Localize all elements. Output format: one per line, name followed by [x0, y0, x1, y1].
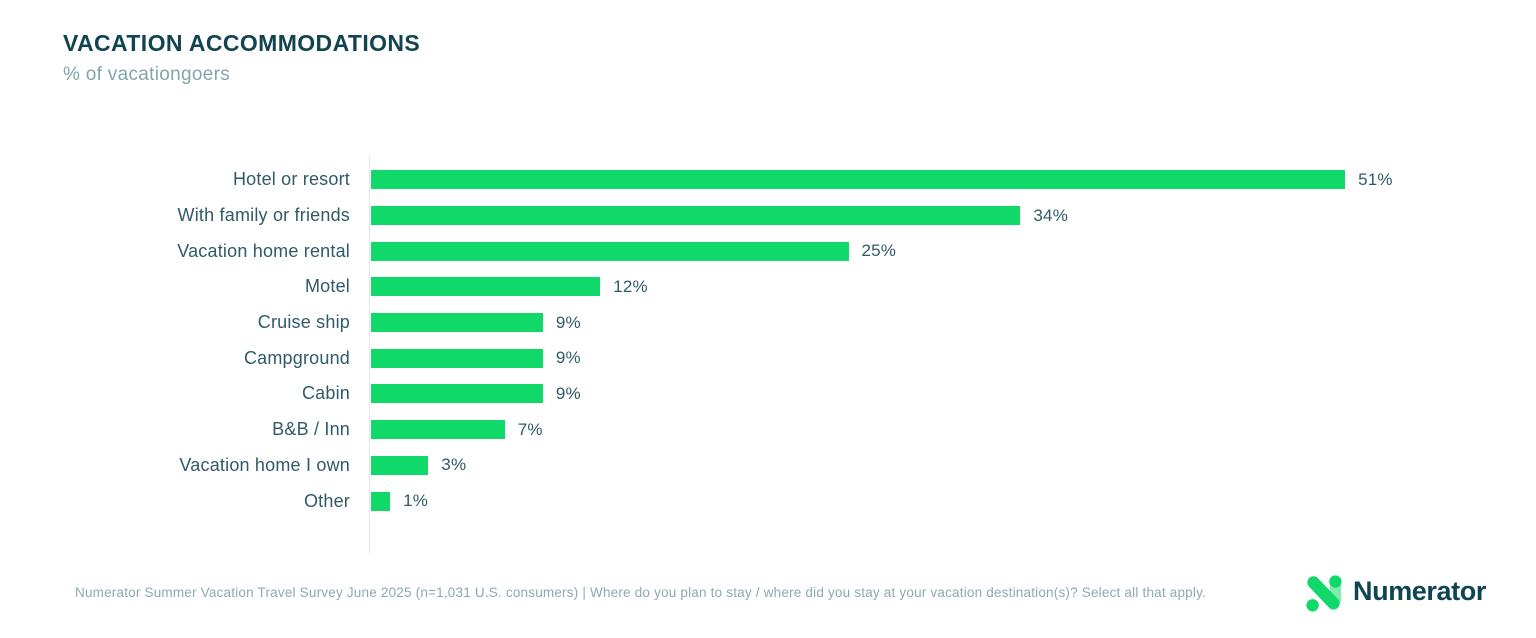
value-label: 51% [1358, 169, 1393, 189]
category-label: Other [303, 490, 350, 511]
bar-chart: Hotel or resort 51% With family or frien… [0, 162, 1536, 519]
chart-row: Vacation home I own 3% [0, 448, 1536, 484]
bar [371, 206, 1021, 226]
chart-row: B&B / Inn 7% [0, 412, 1536, 448]
category-label: With family or friends [177, 205, 350, 226]
chart-row: Motel 12% [0, 269, 1536, 305]
category-label: Hotel or resort [232, 169, 350, 190]
chart-row: With family or friends 34% [0, 198, 1536, 234]
chart-row: Other 1% [0, 483, 1536, 519]
numerator-n-icon [1306, 575, 1342, 612]
value-label: 9% [555, 383, 581, 403]
category-label: Vacation home rental [177, 240, 350, 261]
bar [371, 241, 849, 261]
value-label: 3% [441, 455, 467, 475]
y-axis-line [369, 155, 370, 553]
bar [371, 420, 505, 440]
value-label: 7% [517, 419, 543, 439]
bar [371, 313, 543, 333]
chart-row: Hotel or resort 51% [0, 162, 1536, 198]
chart-row: Cabin 9% [0, 376, 1536, 412]
bar [371, 348, 543, 368]
chart-row: Vacation home rental 25% [0, 233, 1536, 269]
source-note: Numerator Summer Vacation Travel Survey … [75, 585, 1206, 600]
chart-title: VACATION ACCOMMODATIONS [63, 30, 421, 56]
chart-subtitle: % of vacationgoers [63, 64, 230, 85]
value-label: 1% [403, 491, 429, 511]
value-label: 34% [1033, 205, 1069, 225]
chart-row: Campground 9% [0, 340, 1536, 376]
bar [371, 491, 391, 511]
category-label: Campground [243, 347, 350, 368]
category-label: Cabin [301, 383, 350, 404]
value-label: 9% [555, 348, 581, 368]
value-label: 25% [861, 241, 897, 261]
category-label: Cruise ship [257, 312, 350, 333]
numerator-logo: Numerator [1305, 570, 1486, 613]
category-label: Motel [304, 276, 350, 297]
bar [371, 384, 543, 404]
category-label: Vacation home I own [179, 454, 350, 475]
chart-row: Cruise ship 9% [0, 305, 1536, 341]
bar [371, 277, 601, 297]
bar [371, 170, 1346, 190]
category-label: B&B / Inn [272, 419, 350, 440]
numerator-wordmark: Numerator [1353, 576, 1486, 606]
value-label: 9% [555, 312, 581, 332]
value-label: 12% [613, 276, 648, 296]
bar [371, 455, 429, 475]
